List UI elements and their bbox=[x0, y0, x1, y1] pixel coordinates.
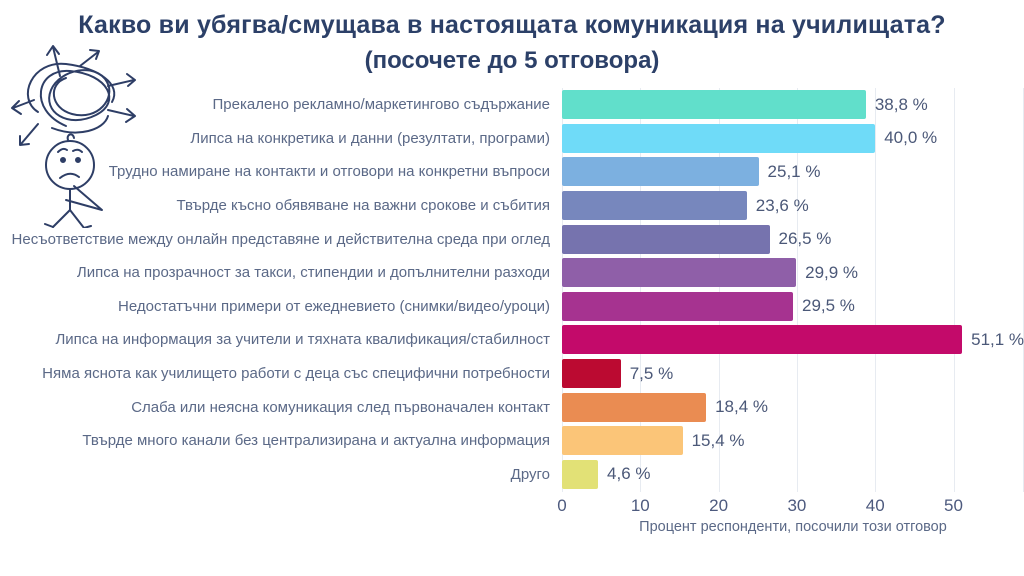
category-label: Прекалено рекламно/маркетингово съдържан… bbox=[212, 96, 551, 114]
x-axis-label: Процент респонденти, посочили този отгов… bbox=[639, 519, 947, 535]
category-label: Твърде много канали без централизирана и… bbox=[82, 432, 550, 450]
value-label: 18,4 % bbox=[715, 397, 769, 417]
bar bbox=[562, 191, 747, 221]
value-label: 29,9 % bbox=[805, 262, 859, 282]
category-label: Липса на прозрачност за такси, стипендии… bbox=[76, 264, 550, 282]
x-tick-label: 40 bbox=[865, 496, 885, 515]
x-tick-label: 20 bbox=[709, 496, 729, 515]
confused-person-doodle-icon bbox=[11, 45, 136, 228]
chart-title: Какво ви убягва/смущава в настоящата ком… bbox=[0, 7, 1024, 78]
x-tick-label: 10 bbox=[630, 496, 650, 515]
value-label: 23,6 % bbox=[755, 195, 809, 215]
value-label: 29,5 % bbox=[802, 296, 855, 316]
value-label: 25,1 % bbox=[767, 161, 821, 181]
bar-track: 38,8 % bbox=[562, 90, 1024, 120]
bar bbox=[562, 325, 963, 355]
bar bbox=[562, 426, 683, 456]
bar-track: 4,6 % bbox=[562, 459, 1024, 489]
gridline bbox=[953, 88, 955, 492]
gridline bbox=[718, 88, 720, 492]
value-label: 26,5 % bbox=[778, 229, 832, 249]
value-label: 4,6 % bbox=[607, 464, 651, 484]
bar-track: 29,9 % bbox=[562, 258, 1024, 288]
value-label: 51,1 % bbox=[971, 329, 1024, 349]
bar-track: 25,1 % bbox=[562, 157, 1024, 187]
chart-row: Недостатъчни примери от ежедневието (сни… bbox=[0, 290, 1024, 324]
bar-track: 26,5 % bbox=[562, 224, 1024, 254]
bar bbox=[562, 459, 599, 489]
category-label: Недостатъчни примери от ежедневието (сни… bbox=[118, 297, 550, 315]
bar-track: 7,5 % bbox=[562, 359, 1024, 389]
bar bbox=[562, 359, 621, 389]
x-tick-label: 50 bbox=[944, 496, 963, 515]
category-label: Няма яснота как училището работи с деца … bbox=[42, 365, 550, 383]
bar-track: 40,0 % bbox=[562, 123, 1024, 153]
bar-track: 18,4 % bbox=[562, 392, 1024, 422]
value-label: 40,0 % bbox=[884, 128, 938, 148]
bar bbox=[562, 258, 797, 288]
bar bbox=[562, 224, 770, 254]
chart-row: Твърде много канали без централизирана и… bbox=[0, 424, 1024, 458]
category-label: Друго bbox=[510, 465, 550, 483]
gridline bbox=[875, 88, 877, 492]
value-label: 7,5 % bbox=[629, 363, 674, 383]
chart-row: Друго 4,6 % bbox=[0, 458, 1024, 492]
chart-row: Трудно намиране на контакти и отговори н… bbox=[0, 155, 1024, 189]
bar-track: 51,1 % bbox=[562, 325, 1024, 355]
x-tick-label: 30 bbox=[787, 496, 807, 515]
category-label: Твърде късно обявяване на важни срокове … bbox=[176, 197, 550, 215]
x-axis-ticks: 0 10 20 30 40 50 bbox=[557, 496, 1024, 518]
category-label: Слаба или неясна комуникация след първон… bbox=[131, 398, 550, 416]
category-label: Липса на конкретика и данни (резултати, … bbox=[190, 129, 550, 147]
bar bbox=[562, 392, 707, 422]
chart-rows: Прекалено рекламно/маркетингово съдържан… bbox=[0, 88, 1024, 491]
value-label: 15,4 % bbox=[691, 430, 745, 450]
bar bbox=[562, 291, 793, 321]
chart-title-line-1: Какво ви убягва/смущава в настоящата ком… bbox=[78, 11, 946, 39]
category-label: Трудно намиране на контакти и отговори н… bbox=[108, 163, 550, 181]
chart-row: Липса на информация за учители и тяхната… bbox=[0, 323, 1024, 357]
bar bbox=[562, 157, 759, 187]
chart-row: Липса на прозрачност за такси, стипендии… bbox=[0, 256, 1024, 290]
bar bbox=[562, 123, 876, 153]
chart-row: Няма яснота как училището работи с деца … bbox=[0, 357, 1024, 391]
chart-row: Несъответствие между онлайн представяне … bbox=[0, 222, 1024, 256]
bar bbox=[562, 90, 866, 120]
x-tick-label: 0 bbox=[557, 496, 567, 515]
chart-row: Твърде късно обявяване на важни срокове … bbox=[0, 189, 1024, 223]
value-label: 38,8 % bbox=[874, 94, 928, 114]
gridline bbox=[562, 88, 563, 492]
bar-track: 15,4 % bbox=[562, 426, 1024, 456]
gridline bbox=[640, 88, 642, 492]
chart-row: Прекалено рекламно/маркетингово съдържан… bbox=[0, 88, 1024, 122]
category-label: Липса на информация за учители и тяхната… bbox=[55, 331, 550, 349]
category-label: Несъответствие между онлайн представяне … bbox=[11, 230, 550, 248]
bar-track: 23,6 % bbox=[562, 191, 1024, 221]
chart-row: Слаба или неясна комуникация след първон… bbox=[0, 390, 1024, 424]
bar-track: 29,5 % bbox=[562, 291, 1024, 321]
chart-title-line-2: (посочете до 5 отговора) bbox=[364, 47, 660, 74]
chart-row: Липса на конкретика и данни (резултати, … bbox=[0, 122, 1024, 156]
gridline bbox=[796, 88, 798, 492]
